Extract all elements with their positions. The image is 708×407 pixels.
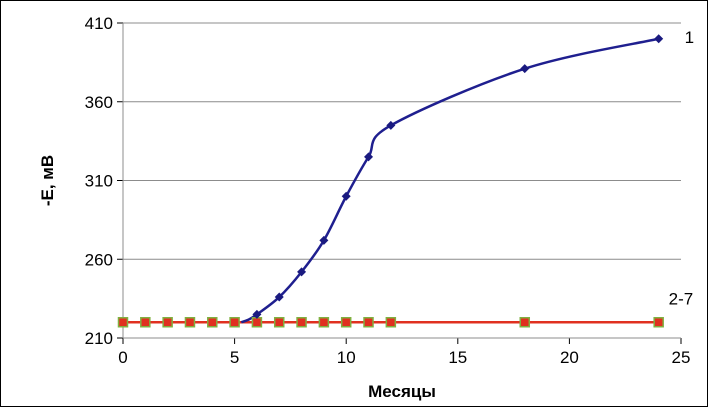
series-2-7-marker [296,317,307,328]
x-tick-label: 0 [118,348,127,367]
x-tick-label: 10 [337,348,356,367]
series-2-7-marker [385,317,397,328]
series-1-marker [274,292,284,302]
series-2-7-marker [117,317,129,328]
x-tick-label: 15 [448,348,467,367]
series-2-7-marker [340,317,352,328]
series-2-7-marker [653,317,664,328]
y-axis-title: -E, мВ [38,155,57,206]
series-2-7-marker [318,317,330,328]
series-1-marker [297,267,307,277]
x-tick-label: 5 [230,348,239,367]
series-1-marker [654,34,664,44]
y-tick-label: 210 [85,329,113,348]
y-tick-label: 360 [85,93,113,112]
x-axis-title: Месяцы [368,382,436,401]
grid-layer [123,22,681,260]
series-1-marker [364,152,374,162]
series-1-marker [252,309,262,319]
series-2-7-marker [207,317,218,328]
series-2-7-marker [162,317,173,328]
x-tick-label: 25 [672,348,691,367]
marker-layer [117,34,664,328]
series-2-7-marker [140,317,151,328]
series-1-marker [520,64,530,74]
series-1-marker [341,191,351,201]
series-1-marker [319,235,329,245]
series-2-7-label: 2-7 [669,289,694,308]
axis-layer [117,22,682,344]
series-2-7-marker [519,317,531,328]
series-1-label: 1 [685,28,694,47]
series-1-marker [386,120,396,130]
label-layer: 210 260 310 360 410 0 5 10 15 20 25 1 2-7 [85,14,695,367]
x-tick-label: 20 [560,348,579,367]
y-tick-label: 310 [85,172,113,191]
series-2-7-marker [363,317,374,328]
y-tick-label: 410 [85,14,113,33]
series-2-7-marker [251,317,263,328]
y-tick-label: 260 [85,250,113,269]
series-2-7-marker [273,317,285,328]
series-2-7-marker [229,317,240,328]
series-2-7-marker [184,317,196,328]
